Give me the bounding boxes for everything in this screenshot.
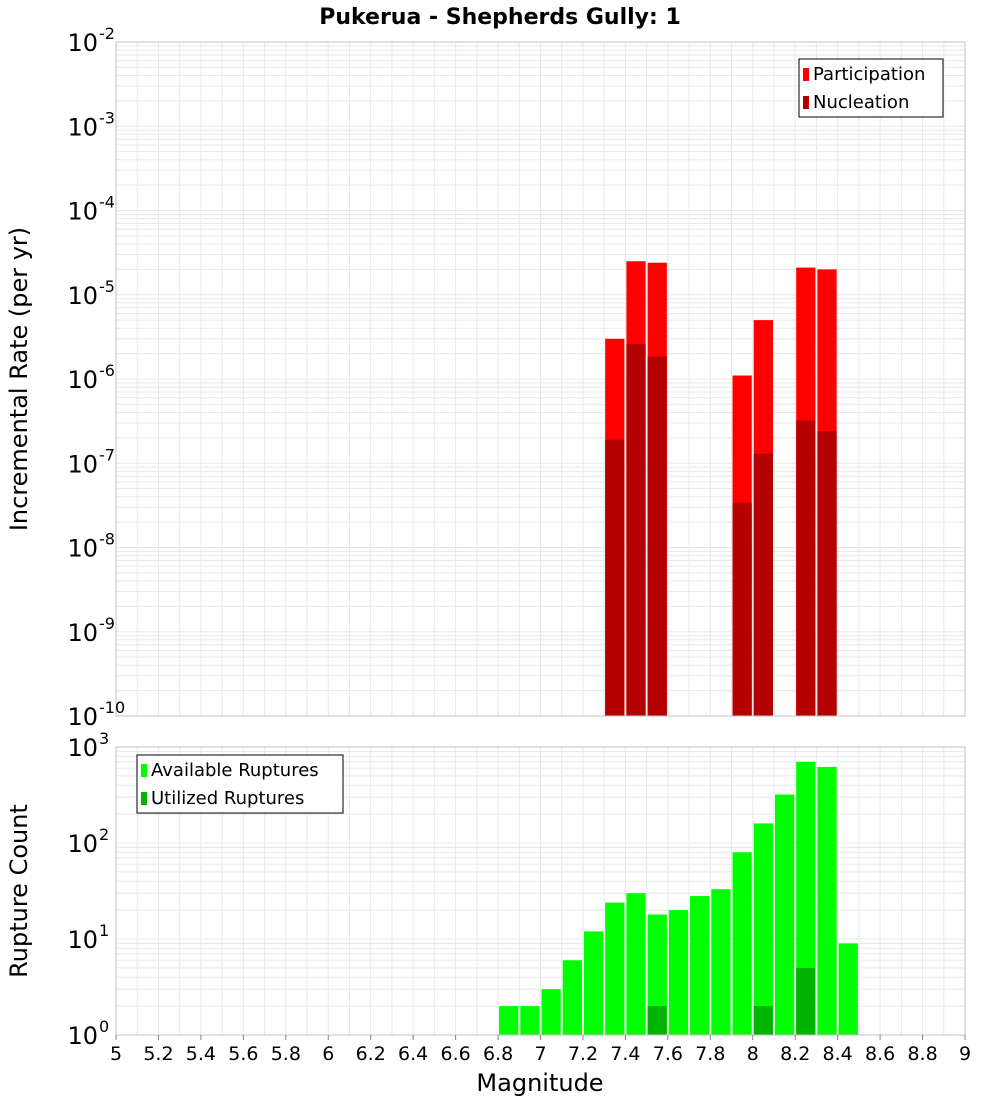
x-tick-label: 5.6 [228,1043,258,1065]
x-tick-label: 7.4 [610,1043,640,1065]
top-y-tick-exponent: -7 [99,445,115,464]
top-y-tick-exponent: -8 [99,530,115,549]
top-y-axis-label: Incremental Rate (per yr) [5,227,33,531]
x-tick-label: 7.2 [568,1043,598,1065]
top-bar-nucleation [732,502,752,716]
top-legend-label: Nucleation [813,92,909,113]
bottom-bar-available-ruptures [838,943,858,1035]
bottom-bar-available-ruptures [562,960,582,1035]
bottom-legend-box [136,754,344,814]
top-legend: Participation Nucleation [798,58,944,118]
bottom-bar-available-ruptures [605,902,625,1035]
x-tick-label: 5 [110,1043,122,1065]
bottom-bar-utilized-ruptures [796,967,816,1035]
top-y-tick-label: 10 [67,535,98,563]
bottom-bar-available-ruptures [499,1006,519,1035]
bottom-bar-available-ruptures [753,823,773,1035]
bottom-y-tick-exponent: 0 [99,1017,109,1036]
x-tick-label: 7.6 [653,1043,683,1065]
bottom-bar-available-ruptures [796,761,816,1035]
bottom-bar-available-ruptures [732,852,752,1035]
top-y-tick-exponent: -4 [99,193,115,212]
bottom-bar-available-ruptures [520,1006,540,1035]
top-legend-swatch [803,68,809,81]
x-tick-label: 5.2 [143,1043,173,1065]
top-bar-nucleation [817,431,837,716]
top-grid [115,42,966,717]
bottom-legend-label: Available Ruptures [151,760,319,781]
bottom-bar-utilized-ruptures [647,1006,667,1035]
bottom-y-tick-exponent: 1 [99,921,109,940]
bottom-bar-available-ruptures [817,766,837,1035]
bottom-y-tick-label: 10 [67,1022,98,1050]
top-y-tick-exponent: -2 [99,24,115,43]
bottom-bar-available-ruptures [668,910,689,1035]
x-tick-label: 5.8 [271,1043,301,1065]
top-bar-nucleation [626,344,646,716]
bottom-y-tick-label: 10 [67,734,98,762]
x-axis-label: Magnitude [476,1069,603,1097]
x-tick-label: 9 [959,1043,971,1065]
x-tick-label: 8.2 [780,1043,810,1065]
x-tick-label: 8 [747,1043,759,1065]
x-tick-label: 8.8 [907,1043,937,1065]
bottom-bar-available-ruptures [626,893,646,1035]
bottom-bar-available-ruptures [690,896,710,1035]
bottom-bar-utilized-ruptures [753,1006,773,1035]
top-y-tick-exponent: -3 [99,108,115,127]
x-tick-label: 6.2 [356,1043,386,1065]
bottom-bar-available-ruptures [774,794,795,1035]
bottom-y-axis-label: Rupture Count [5,804,33,978]
x-tick-label: 7 [534,1043,546,1065]
top-y-tick-label: 10 [67,29,98,57]
top-legend-swatch [803,96,809,109]
top-y-tick-label: 10 [67,450,98,478]
x-tick-label: 8.6 [865,1043,895,1065]
x-tick-label: 6.4 [398,1043,428,1065]
bottom-y-tick-label: 10 [67,830,98,858]
top-y-tick-label: 10 [67,282,98,310]
top-y-tick-exponent: -6 [99,361,115,380]
top-y-tick-label: 10 [67,113,98,141]
x-tick-label: 6 [322,1043,334,1065]
top-y-tick-label: 10 [67,366,98,394]
top-y-tick-label: 10 [67,703,98,731]
top-legend-box [798,58,944,118]
chart-title: Pukerua - Shepherds Gully: 1 [319,5,681,30]
top-y-tick-exponent: -9 [99,614,115,633]
x-tick-label: 6.8 [483,1043,513,1065]
x-tick-label: 7.8 [695,1043,725,1065]
x-tick-label: 6.6 [440,1043,470,1065]
bottom-bar-available-ruptures [541,989,561,1035]
bottom-legend-swatch [141,792,147,805]
x-tick-label: 5.4 [186,1043,216,1065]
bottom-legend-label: Utilized Ruptures [151,788,304,809]
x-tick-label: 8.4 [823,1043,853,1065]
top-bar-nucleation [605,439,625,716]
bottom-y-tick-label: 10 [67,926,98,954]
top-y-tick-label: 10 [67,619,98,647]
top-bar-nucleation [753,453,773,716]
bottom-bar-available-ruptures [647,914,667,1035]
top-bar-nucleation [796,420,816,716]
bottom-bar-available-ruptures [583,931,604,1035]
bottom-legend-swatch [141,764,147,777]
bottom-y-tick-exponent: 3 [99,729,109,748]
bottom-y-tick-exponent: 2 [99,825,109,844]
top-bar-nucleation [647,356,667,716]
top-plot-frame [115,41,966,717]
top-y-tick-label: 10 [67,198,98,226]
top-y-tick-exponent: -5 [99,277,115,296]
bottom-legend: Available Ruptures Utilized Ruptures [136,754,344,814]
bottom-bar-available-ruptures [711,889,731,1035]
top-legend-label: Participation [813,64,925,85]
top-y-tick-exponent: -10 [99,698,125,717]
